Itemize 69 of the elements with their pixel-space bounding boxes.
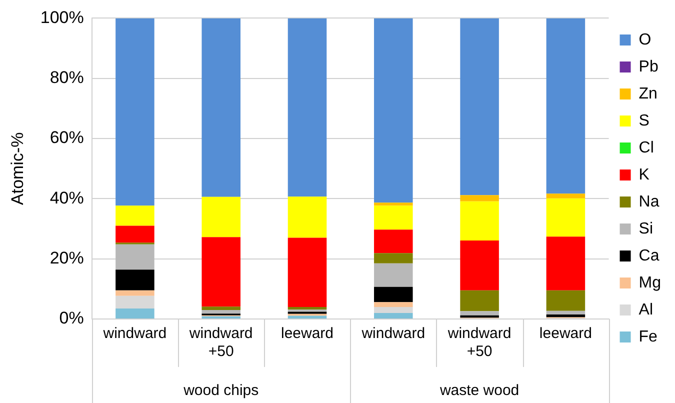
x-tick-label: leeward (280, 325, 334, 342)
bar (546, 310, 586, 314)
bar (288, 18, 327, 197)
bar (374, 230, 413, 254)
bar (116, 18, 154, 206)
bar (116, 296, 154, 308)
bar (116, 270, 154, 290)
x-tick-label: windward (102, 325, 167, 342)
bar (546, 290, 586, 311)
legend-label: Al (638, 301, 654, 318)
y-tick-label: 60% (50, 128, 84, 148)
y-axis-title: Atomic-% (8, 132, 27, 205)
bar (202, 237, 240, 307)
bar (460, 311, 499, 316)
x-tick-label: windward +50 (446, 325, 512, 360)
bar (374, 253, 413, 264)
bar (116, 206, 154, 226)
bar (546, 18, 586, 194)
bar (546, 236, 586, 290)
bar (202, 196, 240, 238)
bar (374, 286, 413, 302)
bar (288, 238, 327, 307)
bar (546, 314, 586, 318)
y-tick-label: 100% (40, 8, 84, 27)
bar (460, 315, 499, 318)
legend-label: Na (638, 193, 660, 210)
bar (374, 306, 413, 313)
x-tick-label: windward +50 (188, 325, 253, 360)
bar (460, 290, 499, 312)
legend-label: Pb (638, 58, 658, 76)
x-tick-label: windward (360, 325, 426, 342)
bar (288, 306, 327, 310)
bar (202, 310, 240, 314)
y-tick-label: 80% (50, 68, 84, 88)
bar (116, 308, 154, 318)
legend-label: K (638, 166, 650, 184)
legend-label: Ca (638, 247, 660, 264)
x-tick-label: leeward (539, 325, 592, 342)
bar (460, 201, 499, 240)
bar (374, 206, 413, 230)
bar (460, 195, 499, 202)
legend-label: O (638, 31, 652, 48)
legend-label: Zn (638, 85, 658, 102)
bar (288, 316, 327, 318)
bar (374, 302, 413, 307)
legend-label: Mg (638, 274, 662, 292)
legend-label: S (638, 112, 650, 130)
bar (202, 18, 240, 197)
bar (460, 18, 499, 196)
bar (374, 312, 413, 318)
bar (546, 194, 586, 198)
legend-label: Cl (638, 139, 654, 156)
y-tick-label: 40% (50, 188, 84, 208)
bar (546, 198, 586, 237)
bar (374, 202, 413, 206)
bar (460, 240, 499, 290)
legend-label: Fe (638, 328, 658, 346)
bar (116, 290, 154, 296)
bar (288, 196, 327, 238)
bar (116, 244, 154, 270)
bar (374, 18, 413, 203)
text: wood chips (182, 382, 259, 400)
y-tick-label: 20% (50, 248, 84, 268)
legend-label: Si (638, 220, 654, 238)
text: waste wood (438, 382, 520, 400)
bar (202, 306, 240, 310)
bar (374, 263, 413, 287)
bar (116, 226, 154, 243)
y-tick-label: 0% (59, 308, 84, 328)
